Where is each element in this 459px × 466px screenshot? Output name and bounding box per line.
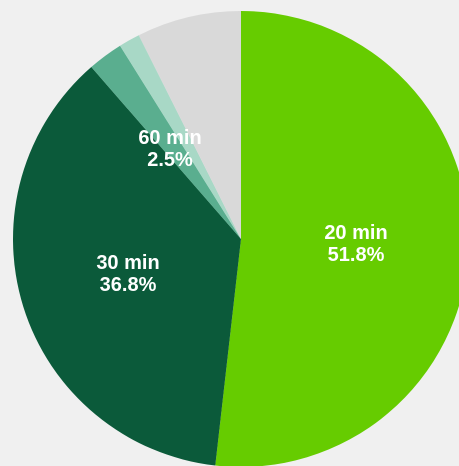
slice-label-20-min: 20 min 51.8% xyxy=(324,222,387,266)
slice-label-30-min: 30 min 36.8% xyxy=(96,252,159,296)
slice-category-label: 60 min xyxy=(138,127,201,149)
pie-slice-unlabeled-3 xyxy=(120,35,241,240)
pie-labels: 20 min 51.8% 30 min 36.8% 60 min 2.5% xyxy=(96,127,387,296)
pie-slice-30-min xyxy=(13,67,242,466)
pie-slice-20-min xyxy=(215,11,459,466)
slice-category-label: 30 min xyxy=(96,252,159,274)
pie-slice-unlabeled-4 xyxy=(138,10,241,239)
slice-label-60-min: 60 min 2.5% xyxy=(138,127,201,171)
slice-percent-label: 36.8% xyxy=(100,274,157,296)
pie-slices xyxy=(13,10,459,466)
slice-percent-label: 51.8% xyxy=(328,244,385,266)
slice-percent-label: 2.5% xyxy=(147,149,193,171)
slice-category-label: 20 min xyxy=(324,222,387,244)
pie-slice-60-min xyxy=(91,45,241,240)
